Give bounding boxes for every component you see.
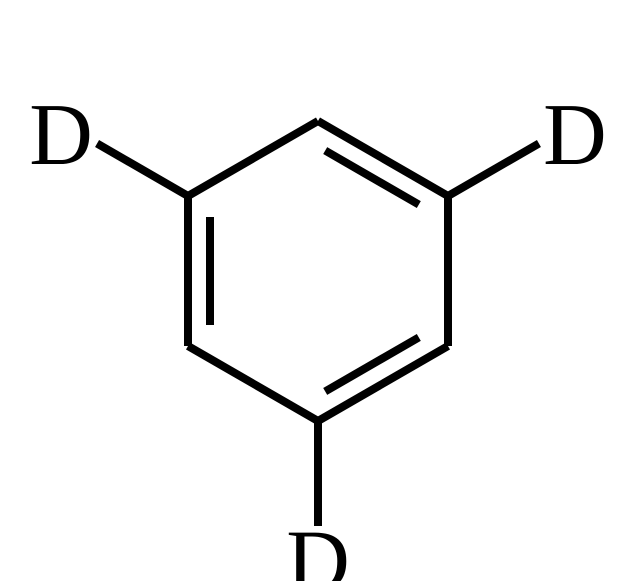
deuterium-label: D bbox=[543, 87, 607, 184]
ring-bond-inner bbox=[325, 337, 419, 391]
deuterium-label: D bbox=[286, 514, 350, 581]
substituent-bond bbox=[97, 144, 188, 197]
ring-bond-inner bbox=[325, 151, 419, 205]
chemical-structure-diagram: D D D bbox=[0, 0, 640, 581]
deuterium-label: D bbox=[29, 87, 93, 184]
substituent-bond bbox=[448, 144, 539, 197]
ring-bond bbox=[188, 346, 318, 421]
ring-bond bbox=[188, 121, 318, 196]
